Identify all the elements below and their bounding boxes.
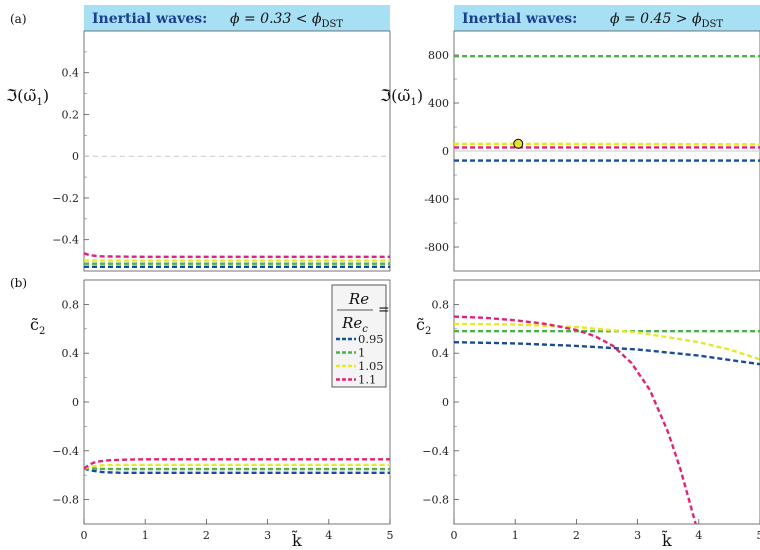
series-bottom-left bbox=[84, 458, 390, 474]
y-tick-label: −0.8 bbox=[422, 494, 449, 507]
legend-title-num: Re bbox=[348, 290, 369, 308]
y-tick-label: 0.4 bbox=[62, 67, 80, 80]
ylabel-top-left: ℑ(ω̃1) bbox=[6, 86, 49, 108]
xlabel-bottom-left: k̃ bbox=[292, 530, 302, 550]
legend-entry-label: 1.1 bbox=[358, 373, 376, 387]
panel-label-a: (a) bbox=[10, 12, 27, 26]
chart-bottom-right: 0.8 0.4 0 −0.4 −0.8 0 1 2 3 4 5 c̃2 k̃ bbox=[416, 279, 760, 550]
series-line-re095 bbox=[84, 467, 390, 474]
title-right-sub: DST bbox=[702, 19, 724, 30]
axes-frame-bottom-right bbox=[453, 279, 760, 525]
x-tick-label: 2 bbox=[203, 529, 210, 542]
y-tick-label: 0.8 bbox=[432, 298, 450, 311]
chart-bottom-left: 0.8 0.4 0 −0.4 −0.8 0 1 2 3 4 5 c̃2 k̃ bbox=[30, 279, 394, 550]
legend-box bbox=[331, 284, 387, 388]
x-tick-label: 4 bbox=[325, 529, 332, 542]
series-line-re11 bbox=[84, 252, 390, 258]
svg-text:ϕ = 0.45 > ϕDST: ϕ = 0.45 > ϕDST bbox=[610, 11, 723, 30]
ylabel-top-right: ℑ(ω̃1) bbox=[380, 86, 423, 108]
series-line-re11 bbox=[454, 315, 697, 524]
y-tick-label: −0.4 bbox=[52, 445, 79, 458]
series-line-re105 bbox=[454, 322, 760, 361]
svg-text:ϕ = 0.33 < ϕDST: ϕ = 0.33 < ϕDST bbox=[230, 11, 343, 30]
y-tick-label: −0.4 bbox=[422, 445, 449, 458]
x-tick-label: 2 bbox=[573, 529, 580, 542]
x-tick-label: 3 bbox=[634, 529, 641, 542]
legend-entry-label: 1.05 bbox=[358, 359, 384, 373]
y-tick-label: −0.4 bbox=[52, 234, 79, 247]
x-tick-label: 1 bbox=[142, 529, 149, 542]
y-tick-label: 0 bbox=[442, 145, 449, 158]
ylabel-bottom-left: c̃2 bbox=[30, 315, 45, 337]
legend-entry-label: 1 bbox=[358, 346, 365, 360]
xlabel-bottom-right: k̃ bbox=[662, 530, 672, 550]
y-tick-label: 0.8 bbox=[62, 298, 80, 311]
legend-entry-label: 0.95 bbox=[358, 332, 384, 346]
y-tick-label: 0.4 bbox=[62, 347, 80, 360]
series-top-right bbox=[454, 55, 760, 162]
x-tick-label: 3 bbox=[264, 529, 271, 542]
title-left-prefix: Inertial waves: bbox=[92, 11, 207, 27]
y-tick-label: −0.2 bbox=[52, 192, 79, 205]
title-left-sub: DST bbox=[322, 19, 344, 30]
y-ticks-top-left: 0.4 0.2 0 −0.2 −0.4 bbox=[52, 51, 89, 261]
title-bar-left bbox=[84, 5, 390, 31]
series-line-re105 bbox=[84, 463, 390, 470]
y-tick-label: 800 bbox=[428, 49, 449, 62]
y-tick-label: -800 bbox=[424, 241, 449, 254]
series-line-re105 bbox=[454, 142, 760, 146]
y-tick-label: 0 bbox=[72, 150, 79, 163]
title-bar-right bbox=[454, 5, 760, 31]
x-tick-label: 5 bbox=[387, 529, 394, 542]
highlight-marker bbox=[513, 138, 524, 149]
x-tick-label: 1 bbox=[512, 529, 519, 542]
series-top-left bbox=[84, 252, 390, 268]
chart-top-left: Inertial waves: ϕ = 0.33 < ϕDST 0.4 0.2 0 −… bbox=[6, 5, 391, 272]
x-tick-label: 0 bbox=[81, 529, 88, 542]
series-bottom-right bbox=[454, 315, 760, 524]
legend-title-den: Rec bbox=[341, 314, 368, 335]
legend-title-eq: = bbox=[378, 302, 390, 318]
series-line-re11 bbox=[84, 458, 390, 470]
series-line-re095 bbox=[454, 341, 760, 366]
y-tick-label: 0 bbox=[442, 396, 449, 409]
y-tick-label: 0.4 bbox=[432, 347, 450, 360]
x-tick-label: 0 bbox=[451, 529, 458, 542]
y-tick-label: 0.2 bbox=[62, 108, 80, 121]
panel-label-b: (b) bbox=[10, 276, 27, 290]
y-tick-label: 0 bbox=[72, 396, 79, 409]
ylabel-bottom-right: c̃2 bbox=[416, 315, 431, 337]
title-left-math: ϕ = 0.33 < ϕ bbox=[230, 11, 322, 27]
x-tick-label: 5 bbox=[757, 529, 760, 542]
title-right-math: ϕ = 0.45 > ϕ bbox=[610, 11, 702, 27]
y-tick-label: 400 bbox=[428, 97, 449, 110]
y-tick-label: −0.8 bbox=[52, 494, 79, 507]
y-tick-label: -400 bbox=[424, 193, 449, 206]
y-ticks-top-right: 800 400 0 -400 -800 bbox=[424, 49, 459, 254]
title-right-prefix: Inertial waves: bbox=[462, 11, 577, 27]
x-tick-label: 4 bbox=[695, 529, 702, 542]
ticks-bottom-right: 0.8 0.4 0 −0.4 −0.8 0 1 2 3 4 5 bbox=[422, 298, 760, 542]
series-line-re1 bbox=[84, 467, 390, 471]
chart-top-right: Inertial waves: ϕ = 0.45 > ϕDST 800 400 0 -… bbox=[380, 5, 760, 272]
ticks-bottom-left: 0.8 0.4 0 −0.4 −0.8 0 1 2 3 4 5 bbox=[52, 298, 393, 542]
axes-frame-top-left bbox=[83, 30, 391, 272]
